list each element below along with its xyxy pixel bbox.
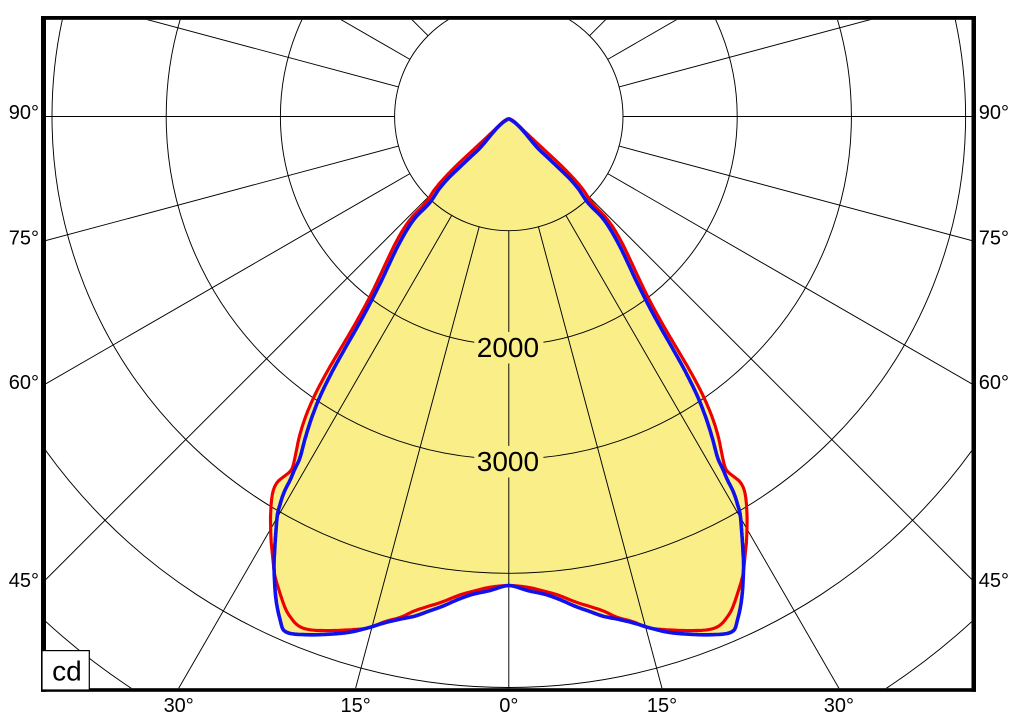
svg-text:75°: 75° — [979, 227, 1009, 249]
svg-text:90°: 90° — [979, 102, 1009, 124]
svg-text:45°: 45° — [979, 570, 1009, 592]
svg-text:90°: 90° — [9, 102, 39, 124]
svg-text:45°: 45° — [9, 570, 39, 592]
svg-text:0°: 0° — [499, 695, 518, 717]
svg-text:15°: 15° — [647, 695, 677, 717]
svg-text:30°: 30° — [164, 695, 194, 717]
svg-text:30°: 30° — [824, 695, 854, 717]
svg-text:2000: 2000 — [477, 332, 539, 363]
svg-text:75°: 75° — [9, 227, 39, 249]
svg-text:15°: 15° — [340, 695, 370, 717]
svg-text:60°: 60° — [979, 372, 1009, 394]
svg-text:60°: 60° — [9, 372, 39, 394]
svg-text:cd: cd — [52, 655, 82, 686]
svg-text:3000: 3000 — [477, 446, 539, 477]
